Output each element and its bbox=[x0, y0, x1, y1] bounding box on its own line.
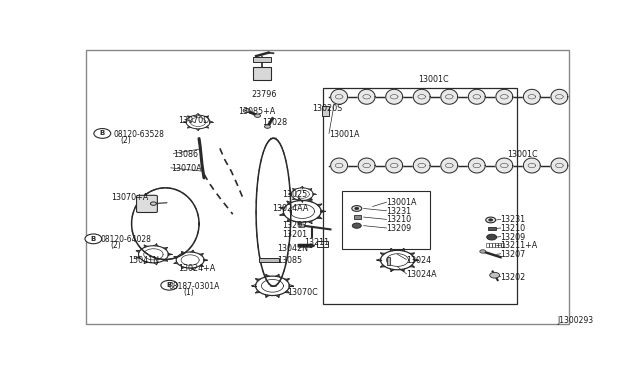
Text: (2): (2) bbox=[121, 136, 131, 145]
Circle shape bbox=[150, 202, 156, 205]
Text: 13202: 13202 bbox=[500, 273, 526, 282]
Text: 13070C: 13070C bbox=[287, 288, 318, 297]
Bar bbox=[498, 243, 500, 247]
Text: 13001A: 13001A bbox=[387, 198, 417, 207]
Text: 13070A: 13070A bbox=[171, 164, 202, 173]
Polygon shape bbox=[551, 89, 568, 104]
Text: 13210: 13210 bbox=[387, 215, 412, 224]
Text: 13085+A: 13085+A bbox=[237, 107, 275, 116]
Polygon shape bbox=[441, 158, 458, 173]
Text: 13028: 13028 bbox=[262, 118, 287, 127]
Polygon shape bbox=[386, 89, 403, 104]
FancyArrow shape bbox=[246, 110, 258, 116]
Circle shape bbox=[352, 206, 362, 211]
Circle shape bbox=[243, 109, 250, 112]
Text: 13211+A: 13211+A bbox=[500, 241, 538, 250]
Bar bbox=[486, 243, 489, 247]
Circle shape bbox=[490, 272, 500, 278]
Bar bbox=[488, 227, 495, 230]
Text: 13024AA: 13024AA bbox=[273, 204, 309, 213]
Polygon shape bbox=[331, 158, 348, 173]
Bar bbox=[322, 106, 329, 116]
Text: 13207: 13207 bbox=[282, 221, 308, 230]
Text: 13024+A: 13024+A bbox=[178, 264, 216, 273]
Bar bbox=[317, 241, 328, 247]
Text: 13207: 13207 bbox=[500, 250, 526, 259]
Text: 13020S: 13020S bbox=[312, 104, 342, 113]
Text: 13001C: 13001C bbox=[419, 75, 449, 84]
Bar bbox=[323, 87, 518, 304]
Text: 13201: 13201 bbox=[282, 230, 307, 239]
Text: 08120-63528: 08120-63528 bbox=[114, 130, 164, 140]
Bar bbox=[495, 243, 498, 247]
Text: 23796: 23796 bbox=[251, 90, 276, 99]
Polygon shape bbox=[468, 89, 485, 104]
Text: B: B bbox=[166, 282, 172, 288]
Polygon shape bbox=[496, 89, 513, 104]
FancyBboxPatch shape bbox=[86, 50, 569, 324]
Polygon shape bbox=[413, 158, 430, 173]
Bar bbox=[253, 57, 271, 62]
Bar bbox=[253, 67, 271, 80]
Bar bbox=[354, 215, 361, 219]
Circle shape bbox=[94, 129, 111, 138]
Circle shape bbox=[489, 219, 493, 221]
Bar bbox=[492, 243, 495, 247]
Polygon shape bbox=[551, 158, 568, 173]
Polygon shape bbox=[524, 158, 540, 173]
Text: J1300293: J1300293 bbox=[557, 316, 593, 325]
Text: 13210: 13210 bbox=[500, 224, 525, 233]
Text: 08120-64028: 08120-64028 bbox=[101, 235, 152, 244]
Text: 13042N: 13042N bbox=[277, 244, 308, 253]
Circle shape bbox=[161, 280, 178, 290]
Text: 13209: 13209 bbox=[387, 224, 412, 233]
Text: B: B bbox=[91, 236, 96, 242]
Text: 13231: 13231 bbox=[500, 215, 525, 224]
Bar bbox=[500, 243, 504, 247]
Polygon shape bbox=[331, 89, 348, 104]
Text: 13070+A: 13070+A bbox=[111, 193, 148, 202]
Polygon shape bbox=[496, 158, 513, 173]
Bar bbox=[387, 257, 390, 264]
Text: 13211: 13211 bbox=[304, 238, 330, 247]
Circle shape bbox=[487, 234, 497, 240]
Text: 13001C: 13001C bbox=[508, 150, 538, 158]
Text: (2): (2) bbox=[111, 241, 122, 250]
Text: 15041N: 15041N bbox=[129, 256, 159, 264]
Circle shape bbox=[352, 223, 361, 228]
Circle shape bbox=[486, 217, 495, 223]
Polygon shape bbox=[413, 89, 430, 104]
Circle shape bbox=[264, 125, 271, 128]
Text: 13085: 13085 bbox=[277, 256, 303, 264]
Polygon shape bbox=[524, 89, 540, 104]
Polygon shape bbox=[358, 158, 375, 173]
Circle shape bbox=[355, 207, 359, 210]
Bar bbox=[342, 191, 430, 250]
Bar bbox=[259, 258, 280, 262]
Text: (1): (1) bbox=[183, 288, 194, 297]
Circle shape bbox=[255, 114, 260, 118]
Polygon shape bbox=[441, 89, 458, 104]
Text: 13209: 13209 bbox=[500, 232, 526, 242]
Text: B: B bbox=[100, 131, 105, 137]
FancyArrow shape bbox=[298, 244, 315, 248]
Text: 13086: 13086 bbox=[173, 150, 198, 158]
Text: 13231: 13231 bbox=[387, 207, 412, 216]
Circle shape bbox=[85, 234, 102, 244]
Text: 13025: 13025 bbox=[282, 190, 308, 199]
Text: 13024A: 13024A bbox=[406, 270, 437, 279]
Text: 13001A: 13001A bbox=[329, 129, 360, 138]
Polygon shape bbox=[468, 158, 485, 173]
Text: 13024: 13024 bbox=[406, 256, 431, 264]
Circle shape bbox=[480, 250, 486, 253]
Text: 13070D: 13070D bbox=[178, 116, 209, 125]
Bar bbox=[489, 243, 492, 247]
FancyBboxPatch shape bbox=[136, 195, 157, 212]
Circle shape bbox=[300, 224, 305, 227]
Polygon shape bbox=[386, 158, 403, 173]
Text: 08187-0301A: 08187-0301A bbox=[168, 282, 220, 291]
Polygon shape bbox=[358, 89, 375, 104]
